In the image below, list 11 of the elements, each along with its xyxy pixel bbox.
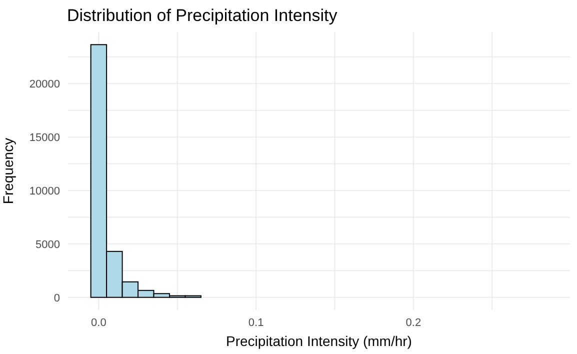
x-tick-label: 0.1 xyxy=(248,316,264,329)
x-tick-label: 0.0 xyxy=(91,316,106,329)
y-tick-label: 0 xyxy=(54,292,60,304)
chart-title: Distribution of Precipitation Intensity xyxy=(67,6,338,26)
x-tick-label: 0.2 xyxy=(406,316,422,329)
y-tick-label: 20000 xyxy=(29,78,60,91)
y-axis-title: Frequency xyxy=(0,138,16,204)
y-tick-label: 15000 xyxy=(29,132,60,144)
x-axis-title: Precipitation Intensity (mm/hr) xyxy=(226,333,412,349)
y-tick-label: 10000 xyxy=(29,185,60,198)
y-tick-label: 5000 xyxy=(36,238,60,251)
